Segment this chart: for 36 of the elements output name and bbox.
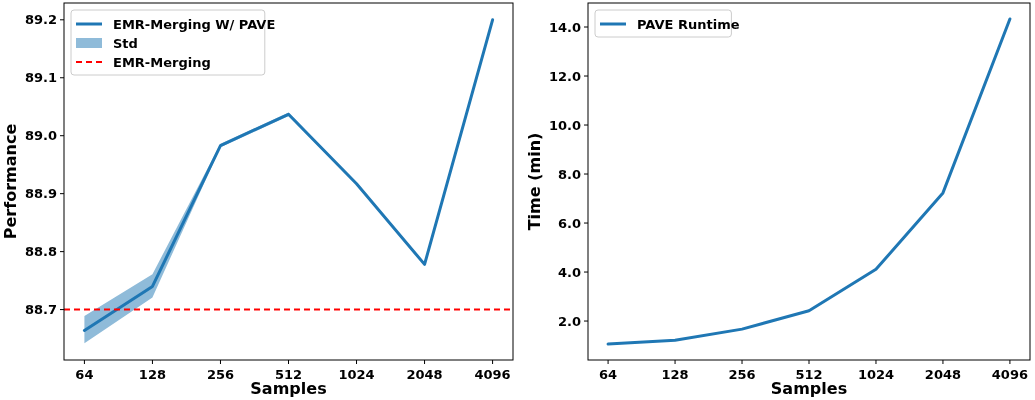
y-tick-label: 89.0 xyxy=(24,128,57,144)
legend-label: PAVE Runtime xyxy=(637,16,740,32)
y-tick-label: 88.8 xyxy=(24,244,57,260)
x-tick-label: 512 xyxy=(274,367,303,382)
y-tick-label: 6.0 xyxy=(557,215,581,231)
x-tick-label: 512 xyxy=(795,367,823,382)
legend-label: EMR-Merging xyxy=(113,54,211,70)
x-tick-label: 4096 xyxy=(474,367,511,382)
x-tick-label: 128 xyxy=(138,367,167,382)
x-tick-label: 2048 xyxy=(406,367,443,382)
x-axis-title: Samples xyxy=(770,379,848,398)
x-axis-title: Samples xyxy=(250,379,327,398)
y-axis-title: Time (min) xyxy=(525,132,544,231)
line-series xyxy=(606,17,1012,346)
legend-label: Std xyxy=(113,35,138,51)
y-tick-label: 8.0 xyxy=(557,166,581,182)
x-tick-label: 256 xyxy=(728,367,756,382)
y-tick-label: 89.2 xyxy=(24,12,57,28)
y-tick-label: 14.0 xyxy=(548,19,581,35)
y-tick-label: 12.0 xyxy=(548,68,581,84)
x-tick-label: 64 xyxy=(75,367,94,382)
x-tick-label: 2048 xyxy=(924,367,962,382)
x-tick-label: 64 xyxy=(599,367,618,382)
y-tick-label: 4.0 xyxy=(557,264,581,280)
legend-label: EMR-Merging W/ PAVE xyxy=(113,16,276,32)
x-tick-label: 1024 xyxy=(857,367,895,382)
y-tick-label: 89.1 xyxy=(24,70,57,86)
x-tick-label: 128 xyxy=(661,367,689,382)
y-axis-title: Performance xyxy=(1,123,20,240)
x-tick-label: 1024 xyxy=(338,367,375,382)
x-tick-label: 256 xyxy=(206,367,235,382)
y-tick-label: 2.0 xyxy=(557,313,581,329)
y-tick-label: 88.7 xyxy=(24,302,57,318)
y-tick-label: 10.0 xyxy=(548,117,581,133)
x-tick-label: 4096 xyxy=(991,367,1028,382)
y-tick-label: 88.9 xyxy=(24,186,57,202)
